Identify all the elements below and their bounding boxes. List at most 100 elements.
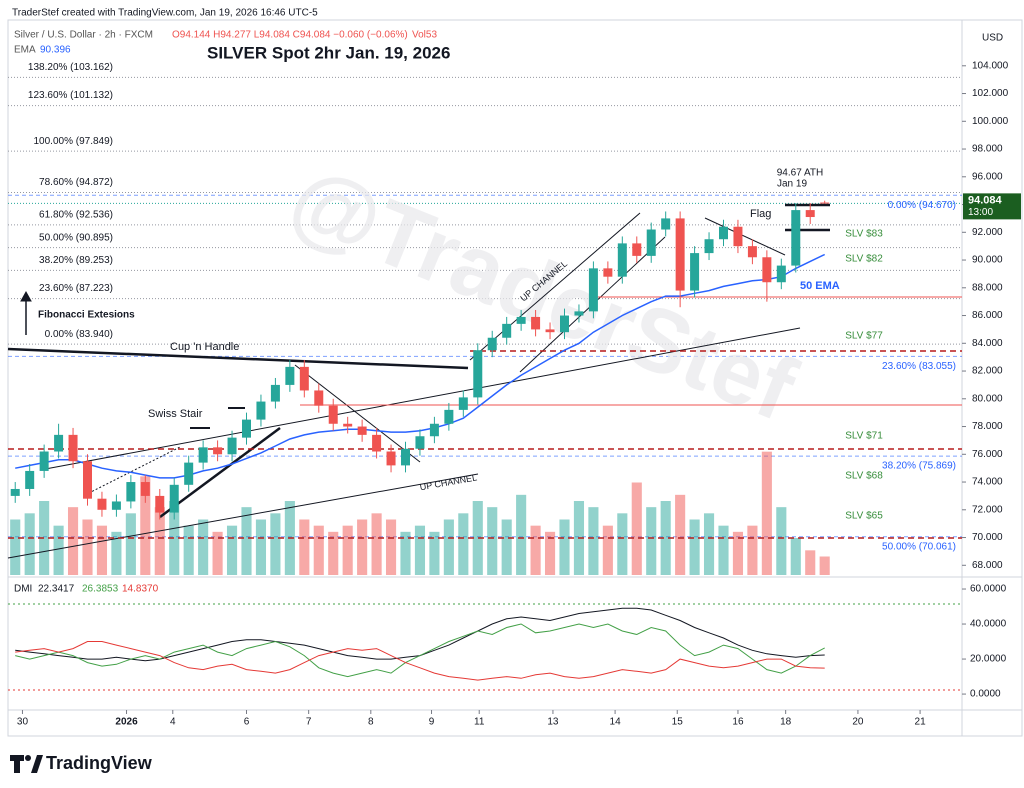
annotation: 94.67 ATH bbox=[777, 168, 824, 179]
volume-bar bbox=[342, 525, 353, 575]
candle-body bbox=[791, 210, 801, 266]
volume-bar bbox=[703, 513, 715, 575]
fib-label: 23.60% (87.223) bbox=[39, 283, 113, 294]
volume-bar bbox=[530, 525, 541, 575]
volume-bar bbox=[501, 519, 512, 575]
candle-body bbox=[560, 315, 569, 333]
candle-body bbox=[328, 405, 338, 424]
annotation: Jan 19 bbox=[777, 179, 807, 190]
level-label: SLV $65 bbox=[845, 511, 883, 522]
price-tag-value: 94.084 bbox=[968, 194, 1003, 206]
volume-bar bbox=[24, 513, 35, 575]
y-tick-label: 86.000 bbox=[972, 310, 1003, 321]
logo-mark bbox=[10, 755, 24, 773]
x-tick-label: 30 bbox=[17, 717, 29, 728]
candle-body bbox=[299, 366, 309, 391]
level-label: SLV $82 bbox=[845, 254, 883, 265]
candle-body bbox=[545, 329, 555, 333]
y-tick-label: 90.000 bbox=[972, 255, 1003, 266]
candle-body bbox=[747, 246, 757, 258]
candle-body bbox=[820, 202, 830, 204]
dmi-legend: 14.8370 bbox=[122, 584, 159, 595]
candle-body bbox=[285, 366, 295, 385]
volume-bar bbox=[385, 519, 397, 575]
channel-line bbox=[7, 473, 479, 559]
candle-body bbox=[776, 265, 786, 283]
volume-bar bbox=[646, 507, 657, 575]
y-tick-label: 60.0000 bbox=[970, 584, 1007, 595]
dmi-line bbox=[15, 623, 825, 678]
candle-body bbox=[762, 257, 772, 283]
brand: TradingView bbox=[46, 753, 153, 773]
y-tick-label: 0.0000 bbox=[970, 689, 1001, 700]
candle-body bbox=[140, 482, 150, 496]
x-tick-label: 15 bbox=[672, 717, 684, 728]
candle-body bbox=[111, 501, 121, 510]
x-tick-label: 18 bbox=[780, 717, 792, 728]
brand-logo bbox=[10, 755, 43, 773]
x-tick-label: 9 bbox=[429, 717, 435, 728]
candle-body bbox=[805, 210, 815, 218]
candle-body bbox=[617, 243, 627, 277]
volume-bar bbox=[617, 513, 628, 575]
fib-label: 50.00% (90.895) bbox=[39, 232, 113, 243]
logo-mark bbox=[31, 755, 43, 773]
fib-label: 100.00% (97.849) bbox=[33, 136, 113, 147]
candle-body bbox=[502, 323, 512, 338]
x-tick-label: 16 bbox=[732, 717, 744, 728]
volume-bar bbox=[559, 519, 570, 575]
candle-body bbox=[386, 451, 396, 466]
candle-body bbox=[704, 239, 714, 254]
channel-line bbox=[469, 212, 641, 361]
volume-bar bbox=[82, 519, 93, 575]
volume-bar bbox=[183, 525, 194, 575]
volume-bar bbox=[371, 513, 382, 575]
candle-body bbox=[184, 462, 194, 485]
candle-body bbox=[516, 316, 526, 324]
chart-title: SILVER Spot 2hr Jan. 19, 2026 bbox=[207, 43, 450, 62]
x-tick-label: 4 bbox=[170, 717, 176, 728]
level-label: SLV $83 bbox=[845, 229, 883, 240]
dmi-legend: 26.3853 bbox=[82, 584, 119, 595]
y-tick-label: 96.000 bbox=[972, 171, 1003, 182]
volume-bar bbox=[414, 525, 426, 575]
volume-bar bbox=[732, 531, 744, 575]
attribution: TraderStef created with TradingView.com,… bbox=[12, 8, 318, 19]
ohlc: O94.144 H94.277 L94.084 C94.084 −0.060 (… bbox=[172, 30, 408, 41]
volume-bar bbox=[10, 519, 21, 575]
price-tag bbox=[963, 193, 1021, 220]
y-tick-label: 72.000 bbox=[972, 504, 1003, 515]
y-tick-label: 70.000 bbox=[972, 532, 1003, 543]
volume-bar bbox=[198, 519, 209, 575]
volume-bar bbox=[328, 531, 339, 575]
level-label: SLV $71 bbox=[845, 431, 883, 442]
x-tick-label: 21 bbox=[915, 717, 927, 728]
candle-body bbox=[675, 218, 685, 291]
x-tick-label: 2026 bbox=[115, 717, 138, 728]
fib-label: 78.60% (94.872) bbox=[39, 177, 113, 188]
frame bbox=[7, 19, 1023, 737]
fib-label: 61.80% (92.536) bbox=[39, 209, 113, 220]
volume-bar bbox=[790, 538, 801, 575]
trend-line bbox=[294, 364, 421, 463]
candle-body bbox=[415, 436, 425, 449]
volume-text: Vol53 bbox=[412, 30, 437, 41]
volume-bar bbox=[544, 531, 556, 575]
volume-bar bbox=[516, 494, 527, 575]
level-label: SLV $68 bbox=[845, 471, 883, 482]
dmi-legend: 22.3417 bbox=[38, 584, 75, 595]
volume-bar bbox=[96, 525, 108, 575]
candle-body bbox=[531, 316, 541, 330]
x-tick-label: 11 bbox=[474, 717, 485, 728]
volume-bar bbox=[819, 556, 830, 575]
candle-body bbox=[227, 437, 237, 455]
candle-body bbox=[68, 434, 78, 462]
candle-body bbox=[242, 419, 251, 438]
y-tick-label: 80.000 bbox=[972, 393, 1003, 404]
volume-bar bbox=[357, 519, 368, 575]
volume-bar bbox=[111, 531, 122, 575]
volume-bar bbox=[299, 519, 310, 575]
ema-value: 90.396 bbox=[40, 45, 71, 56]
level-label: SLV $77 bbox=[845, 331, 883, 342]
volume-bar bbox=[487, 507, 498, 575]
